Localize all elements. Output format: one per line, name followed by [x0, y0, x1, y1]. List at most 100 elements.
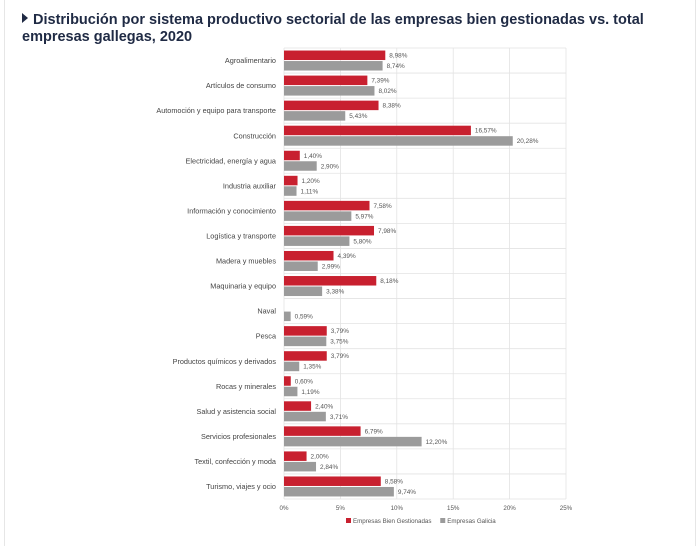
bar-galicia	[284, 486, 394, 497]
value-label: 16,57%	[475, 128, 497, 135]
chart-title: Distribución por sistema productivo sect…	[22, 12, 682, 46]
bar-galicia	[284, 111, 346, 121]
value-label: 7,39%	[371, 78, 389, 85]
category-label: Servicios profesionales	[201, 432, 276, 441]
bar-bien-gestionadas	[284, 150, 300, 161]
category-label: Artículos de consumo	[206, 81, 276, 90]
value-label: 1,19%	[301, 389, 319, 396]
category-label: Madera y muebles	[216, 257, 276, 266]
bar-bien-gestionadas	[284, 125, 471, 136]
value-label: 0,60%	[295, 378, 313, 385]
bar-bien-gestionadas	[284, 476, 381, 486]
value-label: 2,84%	[320, 464, 338, 471]
bar-bien-gestionadas	[284, 75, 368, 86]
value-label: 5,43%	[349, 113, 367, 120]
bar-bien-gestionadas	[284, 401, 312, 411]
bar-galicia	[284, 186, 297, 196]
bar-bien-gestionadas	[284, 451, 307, 461]
value-label: 2,99%	[322, 264, 340, 271]
bar-bien-gestionadas	[284, 200, 370, 211]
x-tick-label: 20%	[503, 505, 516, 512]
category-label: Salud y asistencia social	[197, 407, 277, 416]
category-label: Productos químicos y derivados	[173, 357, 277, 366]
value-label: 1,20%	[302, 178, 320, 185]
value-label: 5,97%	[355, 213, 373, 220]
bar-galicia	[284, 161, 317, 171]
category-label: Turismo, viajes y ocio	[206, 482, 276, 491]
grid-lines	[283, 47, 567, 500]
value-label: 7,58%	[374, 203, 392, 210]
value-label: 0,59%	[295, 314, 313, 321]
bar-bien-gestionadas	[284, 100, 379, 111]
value-label: 1,35%	[303, 364, 321, 371]
bar-bien-gestionadas	[284, 175, 298, 186]
category-label: Naval	[257, 307, 276, 316]
x-tick-label: 25%	[560, 505, 573, 512]
category-labels: Agroalimentario Artículos de consumo Autom…	[156, 56, 277, 491]
bar-bien-gestionadas	[284, 426, 361, 436]
value-label: 4,39%	[338, 253, 356, 260]
value-label: 3,79%	[331, 353, 349, 360]
legend: Empresas Bien Gestionadas Empresas Galici…	[346, 518, 496, 525]
value-label: 1,11%	[301, 188, 319, 195]
category-label: Textil, confección y moda	[194, 457, 276, 466]
value-label: 8,02%	[378, 88, 396, 95]
value-labels: 8,98% 8,74% 7,39% 8,02% 8,38% 5,43% 16,57% 20,2…	[295, 53, 539, 496]
value-label: 8,58%	[385, 479, 403, 486]
value-label: 2,90%	[321, 163, 339, 170]
category-label: Construcción	[233, 131, 276, 140]
category-label: Agroalimentario	[225, 56, 276, 65]
x-tick-label: 0%	[280, 505, 289, 512]
value-label: 7,98%	[378, 228, 396, 235]
category-label: Industria auxiliar	[223, 181, 277, 190]
chart-title-text: Distribución por sistema productivo sect…	[22, 12, 644, 45]
value-label: 3,71%	[330, 414, 348, 421]
bar-group	[284, 50, 513, 497]
legend-label: Empresas Bien Gestionadas	[353, 518, 431, 525]
value-label: 8,18%	[380, 278, 398, 285]
value-label: 3,75%	[330, 339, 348, 346]
legend-swatch	[346, 518, 351, 523]
bar-galicia	[284, 411, 326, 422]
bar-galicia	[284, 336, 327, 347]
value-label: 6,79%	[365, 428, 383, 435]
bar-bien-gestionadas	[284, 50, 386, 61]
value-label: 9,74%	[398, 489, 416, 496]
value-label: 12,20%	[426, 439, 448, 446]
x-tick-label: 10%	[391, 505, 404, 512]
bar-galicia	[284, 211, 352, 221]
category-label: Rocas y minerales	[216, 382, 276, 391]
value-label: 3,79%	[331, 328, 349, 335]
bar-bien-gestionadas	[284, 376, 291, 386]
value-label: 1,40%	[304, 153, 322, 160]
category-label: Logística y transporte	[206, 232, 276, 241]
x-tick-label: 5%	[336, 505, 345, 512]
bar-bien-gestionadas	[284, 250, 334, 261]
value-label: 8,74%	[387, 63, 405, 70]
value-label: 3,38%	[326, 289, 344, 296]
legend-label: Empresas Galicia	[447, 518, 496, 525]
category-label: Maquinaria y equipo	[210, 282, 276, 291]
category-label: Electricidad, energía y agua	[186, 156, 277, 165]
x-axis-ticks: 0% 5% 10% 15% 20% 25%	[280, 505, 573, 512]
value-label: 20,28%	[517, 138, 539, 145]
value-label: 5,80%	[353, 238, 371, 245]
category-label: Pesca	[256, 332, 277, 341]
bar-galicia	[284, 61, 383, 71]
bar-galicia	[284, 136, 513, 146]
value-label: 8,98%	[389, 53, 407, 60]
value-label: 2,00%	[311, 453, 329, 460]
category-label: Automoción y equipo para transporte	[156, 106, 276, 115]
bar-galicia	[284, 261, 318, 271]
bar-galicia	[284, 461, 317, 472]
bar-galicia	[284, 436, 422, 447]
bar-galicia	[284, 86, 375, 96]
bar-galicia	[284, 286, 323, 297]
legend-swatch	[440, 518, 446, 523]
bar-bien-gestionadas	[284, 326, 327, 336]
category-label: Información y conocimiento	[187, 206, 276, 215]
value-label: 8,38%	[383, 103, 401, 110]
x-tick-label: 15%	[447, 505, 460, 512]
bar-galicia	[284, 361, 300, 372]
